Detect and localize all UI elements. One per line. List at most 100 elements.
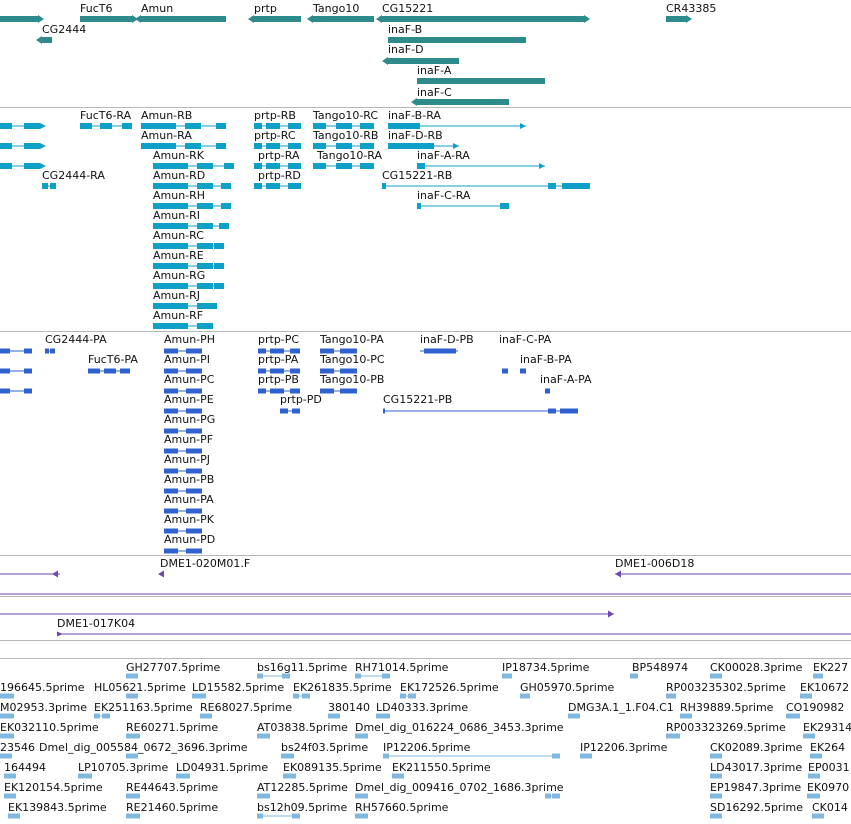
exon-block[interactable]: [388, 123, 420, 129]
feature-label-prtp-pa[interactable]: prtp-PA: [258, 353, 299, 366]
est-block[interactable]: [102, 713, 110, 719]
strand-arrow[interactable]: [307, 15, 313, 23]
est-block[interactable]: [668, 693, 676, 699]
est-block[interactable]: [552, 793, 560, 799]
feature-label-196645-5prime[interactable]: 196645.5prime: [0, 681, 85, 694]
feature-label-amun-pg[interactable]: Amun-PG: [164, 413, 216, 426]
strand-arrow[interactable]: [382, 57, 388, 65]
exon-block[interactable]: [197, 243, 213, 249]
exon-block[interactable]: [388, 143, 434, 149]
cds-block[interactable]: [186, 408, 202, 414]
feature-label-bs24f03-5prime[interactable]: bs24f03.5prime: [281, 741, 369, 754]
est-block[interactable]: [814, 753, 822, 759]
est-block[interactable]: [812, 813, 818, 819]
exon-block[interactable]: [288, 163, 301, 169]
feature-label-inaf-d[interactable]: inaF-D: [388, 43, 424, 56]
feature-label-inaf-b[interactable]: inaF-B: [388, 23, 423, 36]
cds-block[interactable]: [560, 408, 578, 414]
est-block[interactable]: [815, 673, 823, 679]
feature-label-prtp[interactable]: prtp: [254, 2, 277, 15]
feature-label-tango10-ra[interactable]: Tango10-RA: [317, 149, 383, 162]
exon-block[interactable]: [500, 203, 509, 209]
feature-label-dmel-dig-016224-0686-3453-3prime[interactable]: Dmel_dig_016224_0686_3453.3prime: [355, 721, 564, 734]
est-block[interactable]: [396, 773, 404, 779]
est-block[interactable]: [281, 753, 287, 759]
feature-label-dmel-dig-009416-0702-1686-3prime[interactable]: Dmel_dig_009416_0702_1686.3prime: [355, 781, 564, 794]
cds-block[interactable]: [545, 388, 550, 394]
est-block[interactable]: [714, 793, 722, 799]
feature-label-ek264[interactable]: EK264: [810, 741, 846, 754]
feature-label-rh57660-5prime[interactable]: RH57660.5prime: [355, 801, 449, 814]
feature-label-cg2444-ra[interactable]: CG2444-RA: [42, 169, 105, 182]
exon-block[interactable]: [221, 203, 231, 209]
est-block[interactable]: [672, 733, 680, 739]
feature-label-re60271-5prime[interactable]: RE60271.5prime: [126, 721, 219, 734]
exon-block[interactable]: [214, 283, 224, 289]
gene-glyph[interactable]: [666, 16, 686, 22]
feature-label-prtp-pc[interactable]: prtp-PC: [258, 333, 300, 346]
est-block[interactable]: [630, 673, 638, 679]
cds-block[interactable]: [186, 348, 202, 354]
feature-label-re21460-5prime[interactable]: RE21460.5prime: [126, 801, 219, 814]
feature-label-prtp-rb[interactable]: prtp-RB: [254, 109, 296, 122]
est-block[interactable]: [714, 813, 722, 819]
exon-block[interactable]: [216, 143, 226, 149]
feature-label-amun-pe[interactable]: Amun-PE: [164, 393, 214, 406]
feature-label-fuct6-pa[interactable]: FucT6-PA: [88, 353, 138, 366]
feature-label-ep19847-3prime[interactable]: EP19847.3prime: [710, 781, 802, 794]
cds-block[interactable]: [340, 348, 357, 354]
est-block[interactable]: [126, 733, 132, 739]
strand-arrow[interactable]: [608, 610, 614, 618]
strand-arrow[interactable]: [453, 143, 459, 149]
cds-block[interactable]: [164, 508, 178, 514]
est-block[interactable]: [584, 753, 592, 759]
cds-block[interactable]: [258, 348, 266, 354]
est-block[interactable]: [714, 753, 722, 759]
exon-block[interactable]: [288, 143, 301, 149]
exon-block[interactable]: [360, 123, 374, 129]
est-block[interactable]: [392, 773, 398, 779]
feature-label-bp548974[interactable]: BP548974: [632, 661, 689, 674]
feature-label-ek211550-5prime[interactable]: EK211550.5prime: [392, 761, 491, 774]
feature-label-tango10-pb[interactable]: Tango10-PB: [320, 373, 385, 386]
cds-block[interactable]: [320, 348, 334, 354]
est-block[interactable]: [382, 713, 390, 719]
gene-glyph[interactable]: [388, 37, 526, 43]
feature-label-tango10-pa[interactable]: Tango10-PA: [320, 333, 384, 346]
feature-label-rh71014-5prime[interactable]: RH71014.5prime: [355, 661, 449, 674]
est-block[interactable]: [355, 733, 361, 739]
feature-label-lp10705-3prime[interactable]: LP10705.3prime: [78, 761, 169, 774]
feature-label-dme1-006d18[interactable]: DME1-006D18: [615, 557, 695, 570]
est-block[interactable]: [666, 733, 672, 739]
est-block[interactable]: [680, 713, 686, 719]
strand-arrow[interactable]: [158, 570, 164, 578]
gene-glyph[interactable]: [80, 16, 132, 22]
gene-glyph[interactable]: [417, 99, 509, 105]
exon-block[interactable]: [141, 123, 176, 129]
est-block[interactable]: [126, 693, 132, 699]
feature-label-ek172526-5prime[interactable]: EK172526.5prime: [400, 681, 499, 694]
exon-block[interactable]: [122, 123, 132, 129]
est-block[interactable]: [355, 813, 361, 819]
exon-block[interactable]: [336, 163, 352, 169]
cds-block[interactable]: [270, 388, 284, 394]
feature-label-amun-re[interactable]: Amun-RE: [153, 249, 204, 262]
feature-label-prtp-pd[interactable]: prtp-PD: [280, 393, 322, 406]
exon-block[interactable]: [153, 243, 188, 249]
strand-arrow[interactable]: [38, 15, 44, 23]
est-block[interactable]: [8, 773, 16, 779]
est-block[interactable]: [130, 693, 138, 699]
feature-label-gh27707-5prime[interactable]: GH27707.5prime: [126, 661, 221, 674]
est-block[interactable]: [714, 773, 722, 779]
feature-label-ek227[interactable]: EK227: [813, 661, 849, 674]
exon-block[interactable]: [202, 323, 212, 329]
exon-block[interactable]: [221, 183, 231, 189]
est-block[interactable]: [684, 713, 692, 719]
feature-label-rp003235302-5prime[interactable]: RP003235302.5prime: [666, 681, 786, 694]
feature-label-cg15221-rb[interactable]: CG15221-RB: [382, 169, 453, 182]
feature-label-ek089135-5prime[interactable]: EK089135.5prime: [283, 761, 382, 774]
exon-block[interactable]: [153, 183, 188, 189]
cds-block[interactable]: [50, 348, 55, 354]
exon-block[interactable]: [224, 163, 234, 169]
feature-label-ek0970[interactable]: EK0970: [807, 781, 850, 794]
